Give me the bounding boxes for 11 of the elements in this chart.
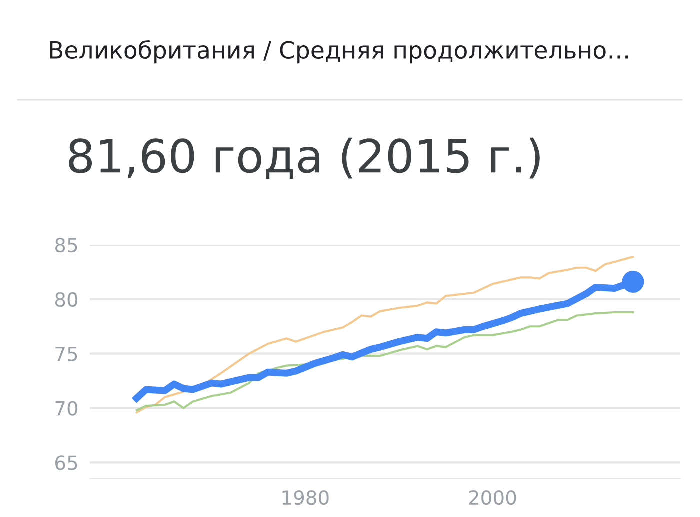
chart-title: Великобритания / Средняя продолжительно… — [50, 40, 628, 64]
y-tick-label: 80 — [55, 292, 78, 308]
y-tick-label: 85 — [55, 238, 78, 253]
y-tick-label: 65 — [56, 456, 78, 470]
x-tick-label: 2000 — [469, 490, 516, 506]
chart-subtitle: 81,60 года (2015 г.) — [69, 138, 540, 179]
line-series — [136, 311, 634, 412]
x-tick-label: 1980 — [282, 490, 329, 506]
y-tick-label: 70 — [56, 401, 78, 416]
y-tick-label: 75 — [56, 347, 78, 362]
line-series — [136, 256, 634, 414]
